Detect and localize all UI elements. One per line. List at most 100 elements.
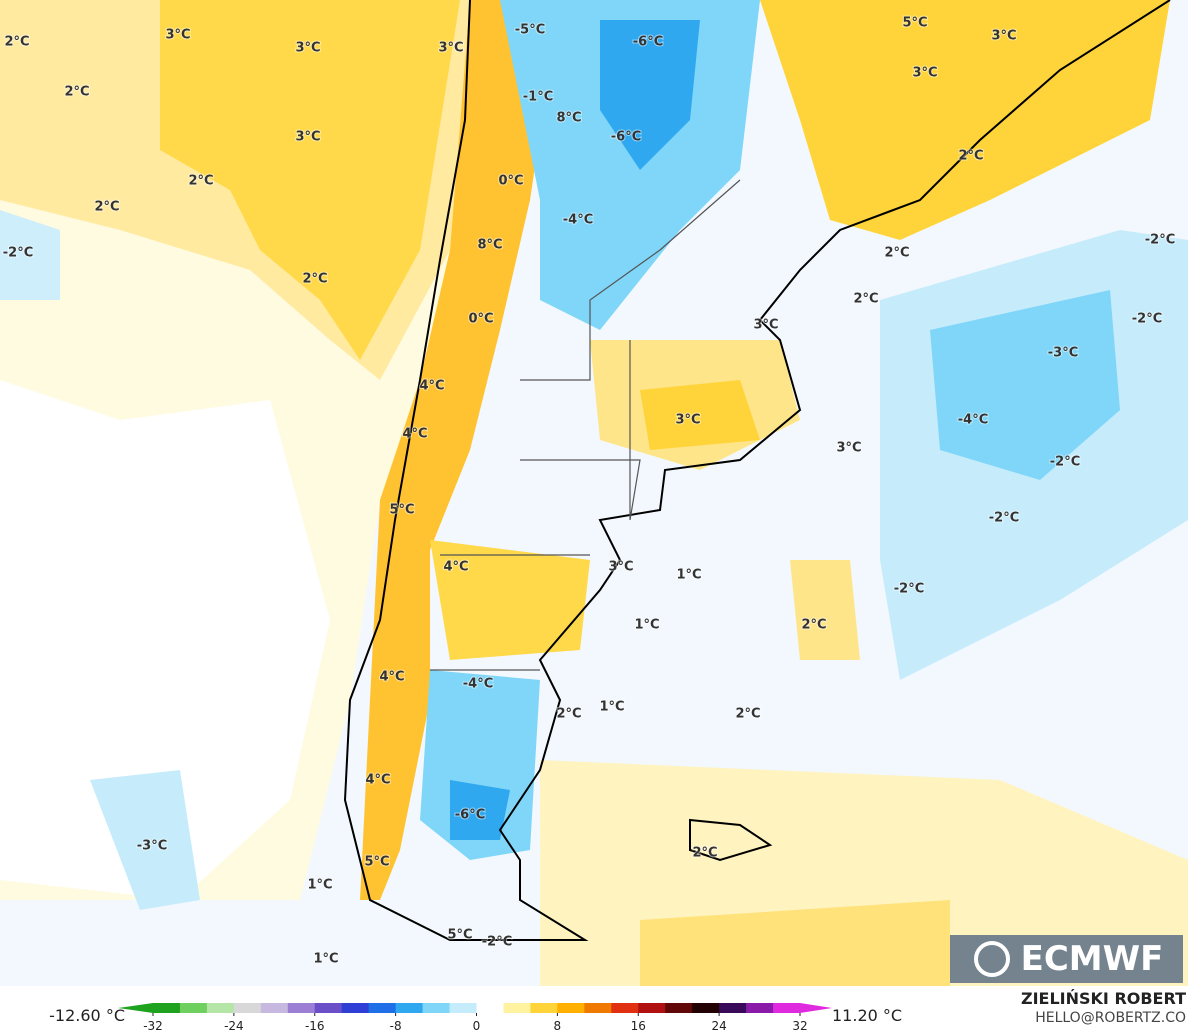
contour-label: 3°C xyxy=(295,41,320,56)
contour-label: 5°C xyxy=(364,855,389,870)
contour-label: -2°C xyxy=(1145,233,1175,248)
contour-label: -4°C xyxy=(563,213,593,228)
colorbar-segment xyxy=(665,1003,693,1013)
colorbar-tick-label: 0 xyxy=(473,1019,481,1033)
colorbar-segment xyxy=(233,1003,262,1013)
colorbar-segment xyxy=(368,1003,397,1013)
contour-label: -3°C xyxy=(1048,346,1078,361)
colorbar-segment xyxy=(503,1003,531,1013)
contour-label: 2°C xyxy=(64,85,89,100)
contour-label: -3°C xyxy=(137,839,167,854)
contour-label: 4°C xyxy=(419,379,444,394)
colorbar: -32 -24 -16 -8 0 8 16 24 32 xyxy=(118,1003,832,1033)
credit-author: ZIELIŃSKI ROBERT xyxy=(1021,989,1186,1008)
contour-label: -2°C xyxy=(989,511,1019,526)
contour-label: 5°C xyxy=(447,928,472,943)
credit-email: HELLO@ROBERTZ.CO xyxy=(1035,1010,1186,1026)
colorbar-tick-label: 24 xyxy=(711,1019,726,1033)
contour-label: 2°C xyxy=(692,846,717,861)
contour-label: 2°C xyxy=(958,149,983,164)
colorbar-segment xyxy=(557,1003,585,1013)
contour-label: -4°C xyxy=(958,413,988,428)
contour-label: 0°C xyxy=(468,312,493,327)
colorbar-segment xyxy=(476,1003,504,1013)
contour-label: -2°C xyxy=(3,246,33,261)
contour-label: 2°C xyxy=(302,272,327,287)
contour-label: -2°C xyxy=(1050,455,1080,470)
colorbar-segment xyxy=(422,1003,451,1013)
colorbar-segment xyxy=(395,1003,424,1013)
contour-label: -5°C xyxy=(515,23,545,38)
colorbar-segment xyxy=(638,1003,666,1013)
contour-label: 4°C xyxy=(365,773,390,788)
colorbar-segment xyxy=(314,1003,343,1013)
contour-label: 8°C xyxy=(556,111,581,126)
contour-label: 5°C xyxy=(389,503,414,518)
colorbar-segment xyxy=(153,1003,181,1013)
contour-label: 5°C xyxy=(902,16,927,31)
colorbar-segment xyxy=(206,1003,235,1013)
colorbar-segment xyxy=(287,1003,316,1013)
contour-label: 8°C xyxy=(477,238,502,253)
colorbar-end xyxy=(118,1003,153,1013)
contour-label: 4°C xyxy=(443,560,468,575)
colorbar-segment xyxy=(719,1003,747,1013)
contour-label: 3°C xyxy=(438,41,463,56)
colorbar-segment xyxy=(611,1003,639,1013)
contour-label: 4°C xyxy=(402,427,427,442)
contour-labels: 2°C 3°C 3°C 3°C 2°C 3°C 2°C 2°C -2°C 2°C -5°C -6°C 5… xyxy=(2,15,1176,968)
contour-label: -2°C xyxy=(1132,312,1162,327)
contour-label: 1°C xyxy=(634,618,659,633)
colorbar-tick-label: -16 xyxy=(305,1019,325,1033)
contour-label: 3°C xyxy=(991,29,1016,44)
contour-label: 2°C xyxy=(188,174,213,189)
contour-label: -1°C xyxy=(523,90,553,105)
logo-text: ECMWF xyxy=(1021,939,1164,979)
contour-label: -4°C xyxy=(463,677,493,692)
contour-label: 2°C xyxy=(735,707,760,722)
colorbar-segment xyxy=(260,1003,289,1013)
contour-label: 2°C xyxy=(801,618,826,633)
colorbar-segment xyxy=(341,1003,370,1013)
contour-label: -6°C xyxy=(455,808,485,823)
colorbar-end xyxy=(800,1003,832,1013)
colorbar-min-label: -12.60 °C xyxy=(49,1006,125,1025)
contour-label: 3°C xyxy=(608,560,633,575)
colorbar-segment xyxy=(584,1003,612,1013)
colorbar-tick-label: -24 xyxy=(224,1019,244,1033)
colorbar-segment xyxy=(449,1003,477,1013)
colorbar-tick-label: 16 xyxy=(631,1019,646,1033)
contour-label: -6°C xyxy=(611,130,641,145)
contour-label: 3°C xyxy=(295,130,320,145)
contour-label: -6°C xyxy=(633,35,663,50)
colorbar-segment xyxy=(530,1003,558,1013)
contour-label: 2°C xyxy=(884,246,909,261)
logo-box: ECMWF xyxy=(950,935,1183,983)
colorbar-tick-label: 8 xyxy=(554,1019,562,1033)
contour-label: 2°C xyxy=(4,35,29,50)
contour-label: 3°C xyxy=(912,66,937,81)
contour-label: -2°C xyxy=(894,582,924,597)
colorbar-tick-label: 32 xyxy=(792,1019,807,1033)
map-background xyxy=(0,0,1188,986)
colorbar-segment xyxy=(746,1003,774,1013)
contour-label: 1°C xyxy=(313,952,338,967)
colorbar-segment xyxy=(773,1003,801,1013)
colorbar-tick-label: -32 xyxy=(143,1019,163,1033)
contour-label: 2°C xyxy=(853,292,878,307)
colorbar-max-label: 11.20 °C xyxy=(832,1006,902,1025)
contour-label: 0°C xyxy=(498,174,523,189)
contour-label: -2°C xyxy=(482,935,512,950)
colorbar-tick-label: -8 xyxy=(390,1019,402,1033)
contour-label: 1°C xyxy=(676,568,701,583)
colorbar-segment xyxy=(692,1003,720,1013)
contour-label: 1°C xyxy=(307,878,332,893)
contour-label: 3°C xyxy=(836,441,861,456)
contour-label: 1°C xyxy=(599,700,624,715)
contour-label: 3°C xyxy=(165,28,190,43)
contour-label: 2°C xyxy=(94,200,119,215)
contour-label: 4°C xyxy=(379,670,404,685)
contour-label: 2°C xyxy=(556,707,581,722)
contour-label: 3°C xyxy=(753,318,778,333)
